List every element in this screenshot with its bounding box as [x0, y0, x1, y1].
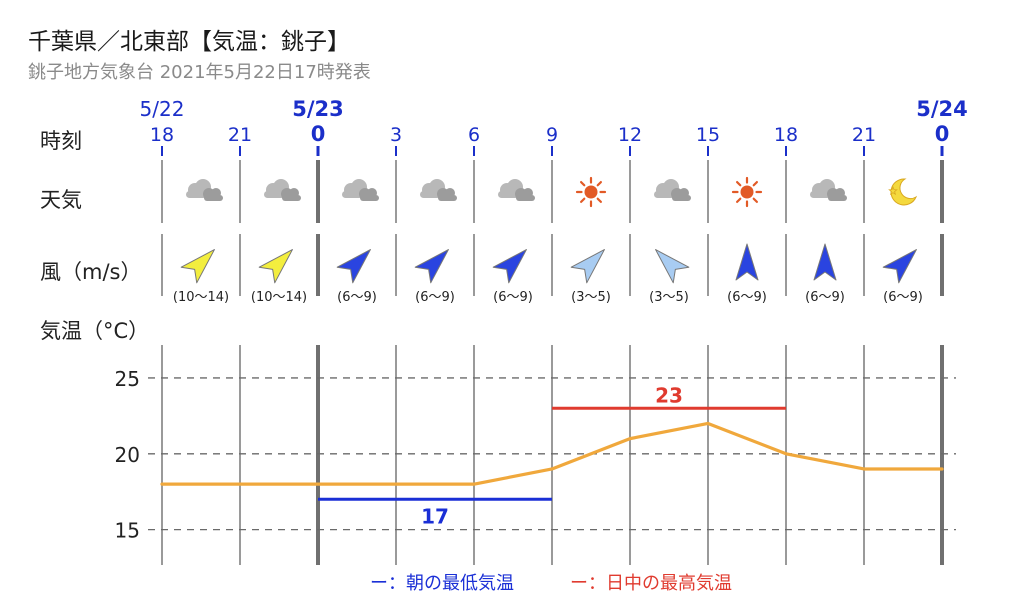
wind-arrow-icon — [735, 243, 759, 281]
wind-row-label: 風（m/s） — [40, 260, 142, 284]
cloud-icon — [810, 179, 847, 201]
weather-row-label: 天気 — [40, 188, 82, 212]
wind-arrow-icon — [180, 249, 215, 284]
hour-label: 6 — [468, 124, 480, 146]
wind-speed-label: (10〜14) — [173, 290, 229, 305]
cloud-icon — [420, 179, 457, 201]
date-label: 5/22 — [140, 97, 185, 121]
cloud-icon — [498, 179, 535, 201]
wind-arrow-icon — [655, 249, 690, 284]
wind-speed-label: (6〜9) — [415, 290, 455, 305]
wind-speed-label: (3〜5) — [649, 290, 689, 305]
page-subtitle: 銚子地方気象台 2021年5月22日17時発表 — [28, 62, 371, 83]
legend-item: ー：朝の最低気温 — [370, 573, 514, 594]
wind-arrow-icon — [570, 249, 605, 284]
hour-label: 9 — [546, 124, 558, 146]
sun-icon — [575, 176, 607, 208]
y-tick-label: 20 — [115, 443, 140, 467]
page-title: 千葉県／北東部【気温：銚子】 — [28, 29, 350, 55]
wind-speed-label: (6〜9) — [727, 290, 767, 305]
min-temp-label: 17 — [421, 504, 449, 528]
sun-icon — [731, 176, 763, 208]
hour-label: 0 — [311, 122, 326, 146]
temp-row-label: 気温（°C） — [40, 319, 150, 343]
hour-label: 21 — [228, 124, 252, 146]
date-label: 5/24 — [916, 97, 968, 121]
wind-arrow-icon — [813, 243, 837, 281]
cloud-icon — [654, 179, 691, 201]
hour-label: 18 — [774, 124, 798, 146]
wind-speed-label: (6〜9) — [337, 290, 377, 305]
hour-label: 12 — [618, 124, 642, 146]
time-row-label: 時刻 — [40, 129, 82, 153]
wind-speed-label: (6〜9) — [493, 290, 533, 305]
wind-arrow-icon — [414, 249, 449, 284]
temperature-line — [160, 421, 944, 486]
wind-speed-label: (10〜14) — [251, 290, 307, 305]
hour-label: 3 — [390, 124, 402, 146]
y-tick-label: 25 — [115, 367, 140, 391]
cloud-icon — [264, 179, 301, 201]
date-label: 5/23 — [292, 97, 344, 121]
wind-arrow-icon — [258, 249, 293, 284]
hour-label: 0 — [935, 122, 950, 146]
wind-arrow-icon — [492, 249, 527, 284]
y-tick-label: 15 — [115, 519, 140, 543]
wind-arrow-icon — [336, 249, 371, 284]
max-temp-label: 23 — [655, 383, 683, 407]
cloud-icon — [342, 179, 379, 201]
cloud-icon — [186, 179, 223, 201]
wind-arrow-icon — [882, 249, 917, 284]
hour-label: 18 — [150, 124, 174, 146]
legend-item: ー：日中の最高気温 — [570, 573, 732, 594]
hour-label: 21 — [852, 124, 876, 146]
moon-icon — [888, 178, 918, 206]
hour-label: 15 — [696, 124, 720, 146]
wind-speed-label: (6〜9) — [883, 290, 923, 305]
wind-speed-label: (6〜9) — [805, 290, 845, 305]
wind-speed-label: (3〜5) — [571, 290, 611, 305]
